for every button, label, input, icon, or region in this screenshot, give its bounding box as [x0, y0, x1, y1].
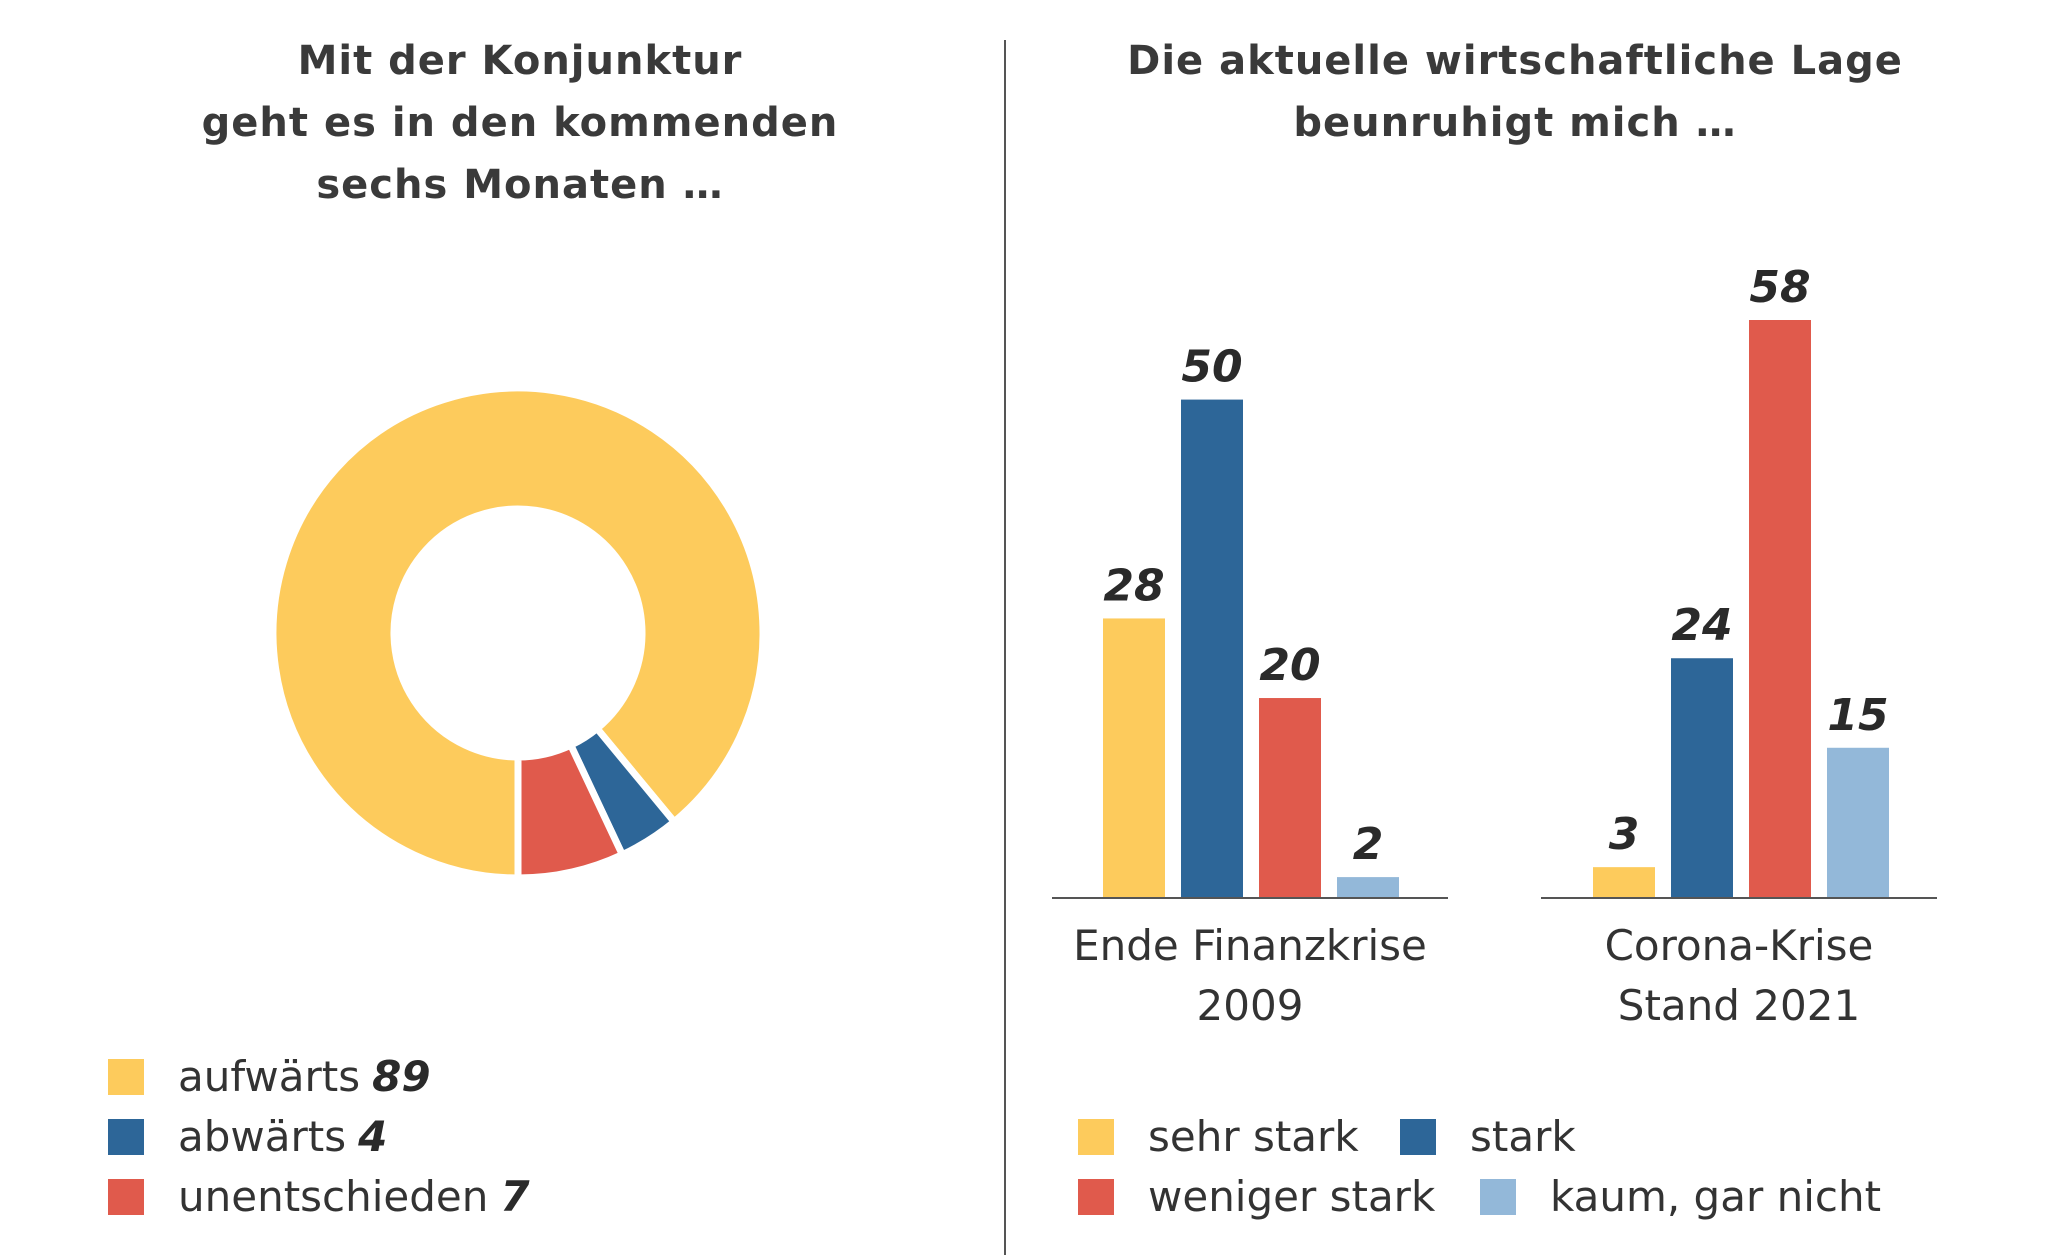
bar-stark-2 [1671, 658, 1733, 897]
data-label: 24 [1671, 600, 1732, 651]
data-label: 58 [1749, 262, 1810, 313]
data-label: 28 [1103, 560, 1164, 611]
legend-swatch [108, 1118, 144, 1155]
left-chart-title: Mit der Konjunktur geht es in den kommen… [60, 30, 980, 216]
legend-label: abwärts [178, 1112, 347, 1161]
donut-slice-aufwärts [269, 384, 767, 882]
left-title-line-2: geht es in den kommenden [201, 100, 839, 146]
legend-value: 4 [358, 1112, 388, 1161]
data-label: 20 [1259, 640, 1320, 691]
legend-item-kaum-gar-nicht: kaum, gar nicht [1480, 1172, 1881, 1221]
data-label: 2 [1353, 819, 1384, 870]
legend-swatch [108, 1178, 144, 1215]
bar-kaum-gar-nicht-2 [1827, 747, 1889, 897]
legend-item-stark: stark [1400, 1112, 1576, 1161]
bar-stark-1 [1181, 399, 1243, 897]
panel-divider [1004, 40, 1006, 1255]
bar-kaum-gar-nicht-1 [1337, 877, 1399, 897]
legend-item-sehr-stark: sehr stark [1078, 1112, 1359, 1161]
left-title-line-3: sechs Monaten … [316, 162, 724, 208]
category-label: Corona-Krise [1605, 921, 1874, 970]
legend-item-aufwärts: aufwärts 89 [108, 1052, 431, 1101]
donut-chart [269, 384, 767, 882]
bar-chart: 28 50 20 2 Ende Finanzkrise 2009 3 24 58 15 Corona… [1052, 262, 1937, 1030]
category-label: 2009 [1197, 981, 1304, 1030]
left-title-line-1: Mit der Konjunktur [297, 38, 743, 84]
legend-label: weniger stark [1148, 1172, 1436, 1221]
legend-swatch [1400, 1118, 1436, 1155]
legend-item-unentschieden: unentschieden 7 [108, 1172, 530, 1221]
legend-swatch [108, 1058, 144, 1095]
donut-slice-unentschieden [514, 740, 627, 882]
category-label: Ende Finanzkrise [1073, 921, 1427, 970]
legend-value: 7 [500, 1172, 530, 1221]
legend-swatch [1078, 1178, 1114, 1215]
legend-item-abwärts: abwärts 4 [108, 1112, 387, 1161]
legend-item-weniger-stark: weniger stark [1078, 1172, 1435, 1221]
legend-label: aufwärts [178, 1052, 361, 1101]
category-label: Stand 2021 [1618, 981, 1860, 1030]
legend-swatch [1480, 1178, 1516, 1215]
legend-label: unentschieden [178, 1172, 489, 1221]
legend-swatch [1078, 1118, 1114, 1155]
right-title-line-2: beunruhigt mich … [1293, 100, 1737, 146]
data-label: 15 [1827, 690, 1888, 741]
right-title-line-1: Die aktuelle wirtschaftliche Lage [1127, 38, 1903, 84]
bar-weniger-stark-2 [1749, 320, 1811, 897]
bar-sehr-stark-1 [1103, 618, 1165, 897]
bar-weniger-stark-1 [1259, 698, 1321, 897]
legend-label: kaum, gar nicht [1550, 1172, 1882, 1221]
legend-label: stark [1470, 1112, 1576, 1161]
right-chart-title: Die aktuelle wirtschaftliche Lage beunru… [1010, 30, 2020, 154]
data-label: 50 [1181, 342, 1242, 393]
legend-label: sehr stark [1148, 1112, 1359, 1161]
bar-sehr-stark-2 [1593, 867, 1655, 897]
legend-value: 89 [372, 1052, 431, 1101]
data-label: 3 [1609, 809, 1640, 860]
